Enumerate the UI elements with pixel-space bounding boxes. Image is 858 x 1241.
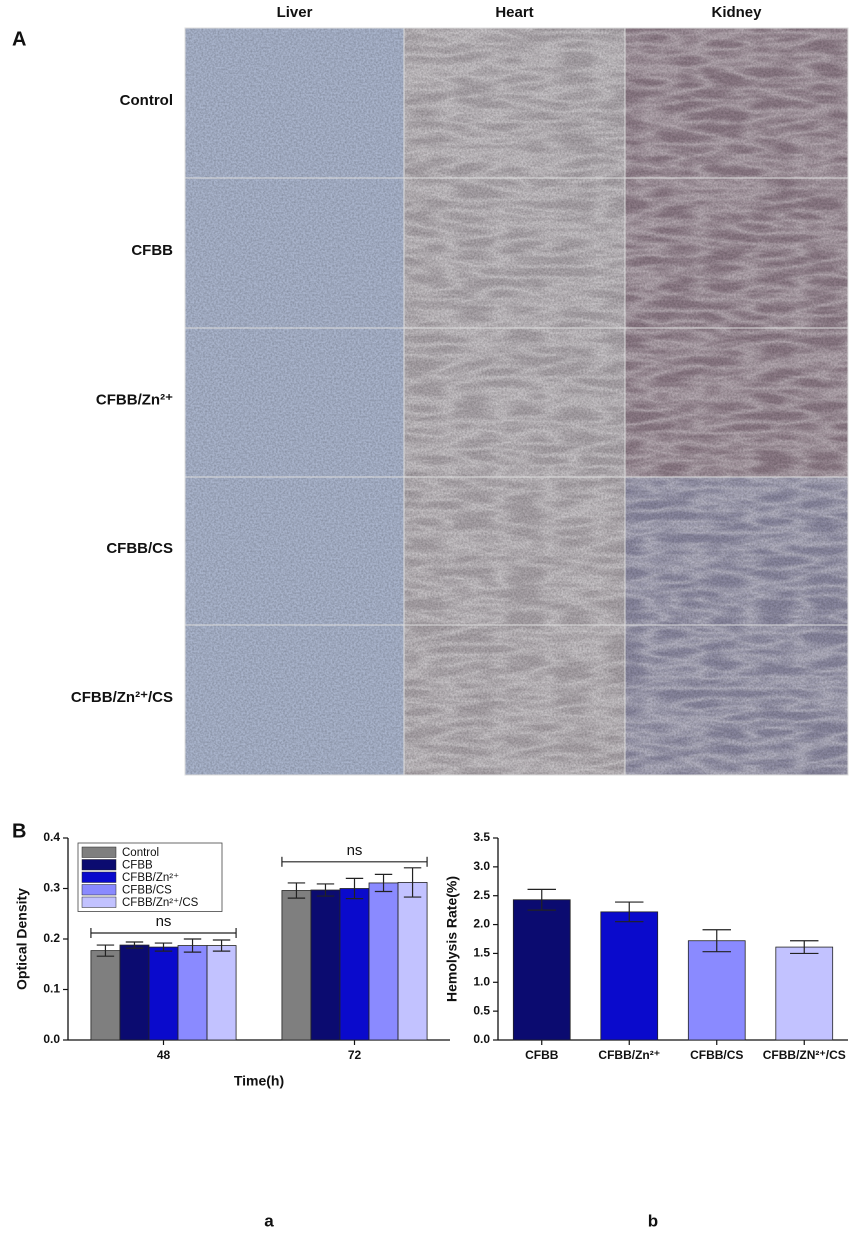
legend-label: CFBB: [122, 859, 153, 871]
bar: [339, 888, 370, 1041]
row-label: Control: [120, 92, 173, 109]
bar: [119, 944, 150, 1041]
tissue-texture: [185, 477, 404, 625]
tissue-texture: [404, 625, 625, 775]
tissue-texture: [625, 328, 848, 477]
tissue-texture: [404, 178, 625, 328]
legend-label: CFBB/Zn²⁺/CS: [122, 897, 199, 909]
legend-swatch: [81, 884, 117, 896]
legend-swatch: [81, 896, 117, 908]
row-label: CFBB/Zn²⁺: [96, 391, 173, 408]
y-tick-label: 0.3: [43, 881, 60, 895]
panel-caption: b: [648, 1211, 658, 1230]
tissue-texture: [185, 625, 404, 775]
bar: [775, 946, 834, 1041]
y-tick-label: 0.0: [43, 1032, 60, 1046]
bar: [310, 889, 341, 1041]
tissue-texture: [185, 328, 404, 477]
tissue-texture: [625, 477, 848, 625]
y-tick-label: 1.5: [473, 946, 490, 960]
tissue-texture: [404, 328, 625, 477]
x-tick-label: CFBB/Zn²⁺: [598, 1048, 660, 1062]
column-header: Liver: [277, 4, 313, 21]
histology-grid: Liver Heart Kidney Control CFBB CFBB/Zn²⁺ CFBB…: [71, 4, 849, 776]
x-tick-label: CFBB/CS: [690, 1048, 743, 1062]
bar: [397, 882, 428, 1041]
panel-label: A: [12, 28, 26, 50]
tissue-texture: [185, 28, 404, 178]
y-tick-label: 2.0: [473, 917, 490, 931]
panel-caption: a: [264, 1211, 274, 1230]
y-axis-label: Hemolysis Rate(%): [444, 876, 460, 1002]
bar: [206, 945, 237, 1041]
column-header: Heart: [495, 4, 533, 21]
x-tick-label: 48: [157, 1048, 171, 1062]
bar: [148, 946, 179, 1041]
column-header: Kidney: [711, 4, 762, 21]
row-label: CFBB/Zn²⁺/CS: [71, 689, 173, 706]
annotation: ns: [347, 842, 363, 859]
bar: [281, 890, 312, 1041]
x-tick-label: CFBB/ZN²⁺/CS: [763, 1048, 846, 1062]
legend-label: CFBB/CS: [122, 884, 172, 896]
row-label: CFBB/CS: [106, 540, 173, 557]
tissue-texture: [185, 178, 404, 328]
bar: [90, 950, 121, 1041]
y-tick-label: 2.5: [473, 888, 490, 902]
y-tick-label: 0.4: [43, 830, 60, 844]
row-label: CFBB: [131, 242, 173, 259]
y-axis-label: Optical Density: [14, 888, 30, 990]
bar: [177, 945, 208, 1041]
y-tick-label: 0.0: [473, 1032, 490, 1046]
tissue-texture: [404, 28, 625, 178]
bar: [368, 882, 399, 1041]
tissue-texture: [625, 625, 848, 775]
y-tick-label: 0.1: [43, 982, 60, 996]
y-tick-label: 3.0: [473, 859, 490, 873]
chart: 0.0 0.1 0.2 0.3 0.4 Optical Density Time(h) a 48…: [14, 830, 450, 1230]
y-tick-label: 0.2: [43, 931, 60, 945]
panel-label: B: [12, 820, 26, 842]
tissue-texture: [625, 178, 848, 328]
bar: [512, 899, 571, 1041]
y-tick-label: 1.0: [473, 974, 490, 988]
y-tick-label: 3.5: [473, 830, 490, 844]
legend-label: CFBB/Zn²⁺: [122, 872, 179, 884]
chart: 0.0 0.5 1.0 1.5 2.0 2.5 3.0 3.5 Hemolysis Rate(%…: [444, 830, 848, 1230]
legend-swatch: [81, 871, 117, 883]
charts: 0.0 0.1 0.2 0.3 0.4 Optical Density Time(h) a 48…: [14, 830, 848, 1230]
x-tick-label: CFBB: [525, 1048, 559, 1062]
x-tick-label: 72: [348, 1048, 362, 1062]
legend-swatch: [81, 846, 117, 858]
tissue-texture: [404, 477, 625, 625]
annotation: ns: [156, 913, 172, 930]
image-border: [624, 624, 849, 776]
x-axis-label: Time(h): [234, 1073, 284, 1089]
legend-label: Control: [122, 847, 159, 859]
y-tick-label: 0.5: [473, 1003, 490, 1017]
bar: [687, 940, 746, 1041]
bar: [600, 911, 659, 1041]
tissue-texture: [625, 28, 848, 178]
legend-swatch: [81, 859, 117, 871]
